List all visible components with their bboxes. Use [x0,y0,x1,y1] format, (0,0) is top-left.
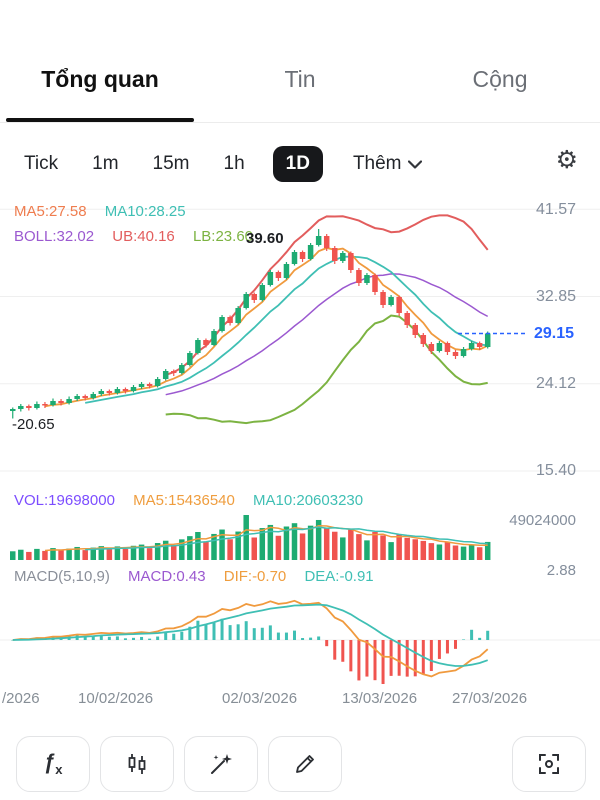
volume-indicator-row: VOL:19698000 MA5:15436540 MA10:20603230 [14,492,377,509]
timeframe-1d-selected[interactable]: 1D [272,146,323,182]
volume-axis-max: 49024000 [509,512,576,529]
current-price-label: 29.15 [531,325,576,343]
active-tab-underline [6,118,194,122]
timeframe-tick[interactable]: Tick [24,153,59,174]
chevron-down-icon [407,159,422,169]
boll-lower-value: LB:23.60 [192,228,254,245]
ma5-value: MA5:27.58 [14,203,87,220]
macd-indicator-row: MACD(5,10,9) MACD:0.43 DIF:-0.70 DEA:-0.… [14,568,388,585]
tab-divider [0,122,600,123]
timeframe-15m[interactable]: 15m [152,153,190,174]
boll-mid-value: BOLL:32.02 [14,228,95,245]
timeframe-more-dropdown[interactable]: Thêm [353,153,422,175]
ai-magic-button[interactable] [184,736,258,792]
tab-community-label: Cộng [472,65,528,92]
fullscreen-button[interactable] [512,736,586,792]
date-label-5: 27/03/2026 [452,690,528,707]
price-candlestick-chart[interactable] [0,195,600,485]
timeframe-row: Tick 1m 15m 1h 1D Thêm ⚙ [0,140,600,188]
macd-histogram-chart[interactable] [0,590,600,688]
tab-overview[interactable]: Tổng quan [0,36,200,122]
volume-bar-chart[interactable] [0,512,600,562]
timeframe-1h[interactable]: 1h [223,153,245,174]
date-label-3: 02/03/2026 [222,690,298,707]
date-label-4: 13/03/2026 [342,690,418,707]
macd-params: MACD(5,10,9) [14,568,110,585]
high-price-marker: 39.60 [246,230,284,247]
fullscreen-icon [539,754,559,774]
timeframe-more-label: Thêm [352,153,402,174]
chart-type-button[interactable] [100,736,174,792]
date-axis: /2026 10/02/2026 02/03/2026 13/03/2026 2… [0,690,600,712]
boll-indicator-row: BOLL:32.02 UB:40.16 LB:23.60 [14,228,267,245]
macd-axis-max: 2.88 [546,562,576,579]
tab-community[interactable]: Cộng [400,36,600,122]
draw-button[interactable] [268,736,342,792]
tab-overview-label: Tổng quan [41,65,159,92]
low-price-marker: -20.65 [12,416,55,433]
price-axis-label-1: 41.57 [535,201,576,218]
volume-ma10-value: MA10:20603230 [253,492,364,509]
gear-icon[interactable]: ⚙ [555,146,578,174]
indicators-fx-button[interactable]: ƒx [16,736,90,792]
volume-value: VOL:19698000 [14,492,115,509]
top-tab-bar: Tổng quan Tin Cộng [0,36,600,122]
date-label-1: /2026 [2,690,40,707]
boll-upper-value: UB:40.16 [112,228,175,245]
volume-ma5-value: MA5:15436540 [133,492,235,509]
price-axis-label-2: 32.85 [535,288,576,305]
tab-news-label: Tin [284,65,316,92]
ma10-value: MA10:28.25 [104,203,186,220]
price-axis-label-4: 15.40 [535,462,576,479]
ma-indicator-row: MA5:27.58 MA10:28.25 [14,203,200,220]
timeframe-1m[interactable]: 1m [92,153,119,174]
macd-value: MACD:0.43 [128,568,206,585]
magic-wand-icon [211,754,232,774]
tab-news[interactable]: Tin [200,36,400,122]
bottom-toolbar: ƒx [0,736,600,794]
date-label-2: 10/02/2026 [78,690,154,707]
dea-value: DEA:-0.91 [304,568,374,585]
candlestick-icon [128,754,146,774]
fx-icon: ƒx [43,750,63,778]
dif-value: DIF:-0.70 [223,568,287,585]
price-axis-label-3: 24.12 [535,375,576,392]
pencil-icon [296,755,314,773]
